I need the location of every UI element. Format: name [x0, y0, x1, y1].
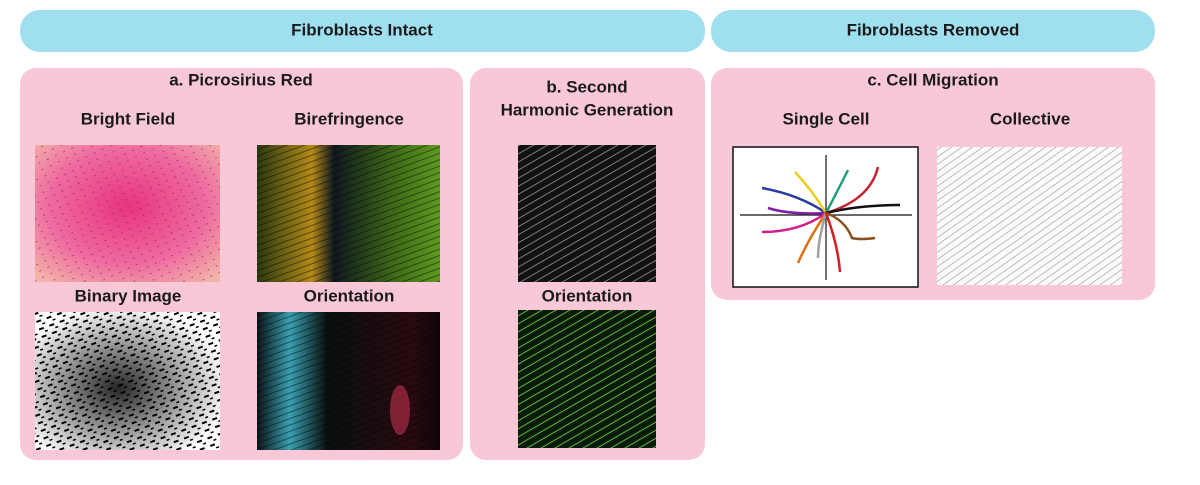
image-label: Orientation	[304, 286, 395, 305]
panel-title: a. Picrosirius Red	[169, 70, 313, 89]
image-label: Binary Image	[75, 286, 182, 305]
image	[937, 147, 1122, 285]
image-label: Bright Field	[81, 109, 175, 128]
image-label: Birefringence	[294, 109, 404, 128]
image	[518, 310, 656, 448]
image-label: Orientation	[542, 286, 633, 305]
panel-title: Harmonic Generation	[501, 100, 674, 119]
header-label: Fibroblasts Intact	[291, 20, 433, 39]
image	[35, 145, 220, 282]
header-bar	[20, 10, 705, 52]
trajectory-plot	[732, 146, 919, 288]
image-label: Collective	[990, 109, 1070, 128]
image	[518, 145, 656, 282]
image-label: Single Cell	[783, 109, 870, 128]
header-bar	[711, 10, 1155, 52]
image	[35, 312, 220, 450]
panel-title: c. Cell Migration	[867, 70, 998, 89]
image	[257, 312, 440, 450]
panel-title: b. Second	[546, 77, 627, 96]
header-label: Fibroblasts Removed	[847, 20, 1020, 39]
image	[257, 145, 440, 282]
